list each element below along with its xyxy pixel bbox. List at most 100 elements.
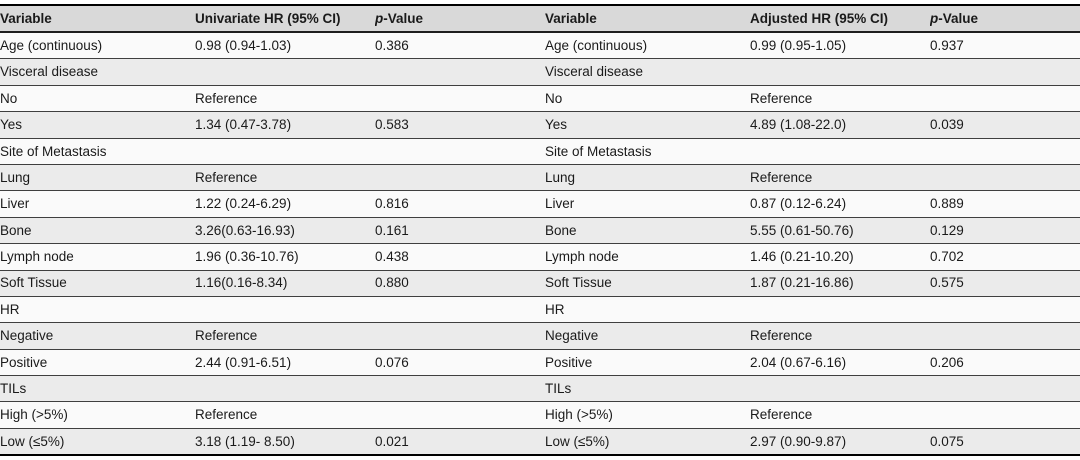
table-row: Visceral disease Visceral disease bbox=[0, 58, 1080, 86]
table-body: Age (continuous) 0.98 (0.94-1.03) 0.386 Age… bbox=[0, 32, 1080, 457]
cell-p-value bbox=[930, 375, 1080, 403]
cell-hr-ci bbox=[195, 138, 375, 165]
cell-hr-ci: 1.16(0.16-8.34) bbox=[195, 270, 375, 297]
cell-p-value bbox=[930, 85, 1080, 113]
cell-hr-ci: 3.18 (1.19- 8.50) bbox=[195, 428, 375, 457]
cell-hr-ci bbox=[750, 138, 930, 165]
cell-hr-ci: Reference bbox=[195, 401, 375, 429]
cell-variable: Liver bbox=[0, 190, 195, 218]
cell-p-value: 0.438 bbox=[375, 243, 545, 271]
table-row: Soft Tissue 1.16(0.16-8.34) 0.880 Soft Tiss… bbox=[0, 270, 1080, 297]
cell-p-value: 0.889 bbox=[930, 190, 1080, 218]
cell-variable: Liver bbox=[545, 190, 750, 218]
cell-variable: Age (continuous) bbox=[0, 32, 195, 60]
cell-p-value: 0.129 bbox=[930, 217, 1080, 245]
cell-hr-ci: 0.99 (0.95-1.05) bbox=[750, 32, 930, 60]
cell-variable: High (>5%) bbox=[0, 401, 195, 429]
cell-hr-ci: Reference bbox=[195, 164, 375, 192]
cell-hr-ci bbox=[195, 375, 375, 403]
col-header-adjusted-hr: Adjusted HR (95% CI) bbox=[750, 4, 930, 33]
table-row: Positive 2.44 (0.91-6.51) 0.076 Positive 2.0… bbox=[0, 349, 1080, 377]
cell-hr-ci: Reference bbox=[750, 164, 930, 192]
cell-variable: Positive bbox=[545, 349, 750, 377]
cell-variable: Soft Tissue bbox=[545, 270, 750, 297]
cell-p-value: 0.021 bbox=[375, 428, 545, 457]
cell-p-value bbox=[375, 58, 545, 86]
cell-hr-ci bbox=[750, 296, 930, 324]
col-header-variable-right: Variable bbox=[545, 4, 750, 33]
cell-hr-ci: 2.04 (0.67-6.16) bbox=[750, 349, 930, 377]
cell-variable: No bbox=[545, 85, 750, 113]
cell-variable: HR bbox=[545, 296, 750, 324]
table-row: Lung Reference Lung Reference bbox=[0, 164, 1080, 192]
cell-p-value bbox=[930, 164, 1080, 192]
cell-p-value bbox=[375, 164, 545, 192]
hazard-ratio-table: Variable Univariate HR (95% CI) p-Value … bbox=[0, 4, 1080, 457]
cell-variable: Positive bbox=[0, 349, 195, 377]
cell-hr-ci bbox=[750, 375, 930, 403]
cell-hr-ci: Reference bbox=[195, 322, 375, 350]
cell-hr-ci: 0.98 (0.94-1.03) bbox=[195, 32, 375, 60]
cell-hr-ci: 2.44 (0.91-6.51) bbox=[195, 349, 375, 377]
cell-variable: High (>5%) bbox=[545, 401, 750, 429]
cell-p-value bbox=[375, 296, 545, 324]
cell-variable: Bone bbox=[545, 217, 750, 245]
cell-variable: Lymph node bbox=[0, 243, 195, 271]
p-italic: p bbox=[375, 10, 384, 26]
cell-p-value bbox=[930, 401, 1080, 429]
cell-hr-ci: Reference bbox=[195, 85, 375, 113]
cell-p-value: 0.816 bbox=[375, 190, 545, 218]
table-row: Bone 3.26(0.63-16.93) 0.161 Bone 5.55 (0.61-… bbox=[0, 217, 1080, 245]
table-row: No Reference No Reference bbox=[0, 85, 1080, 113]
cell-variable: TILs bbox=[0, 375, 195, 403]
cell-p-value: 0.075 bbox=[930, 428, 1080, 457]
cell-variable: TILs bbox=[545, 375, 750, 403]
cell-p-value bbox=[930, 58, 1080, 86]
cell-variable: Low (≤5%) bbox=[545, 428, 750, 457]
table-header-row: Variable Univariate HR (95% CI) p-Value … bbox=[0, 4, 1080, 33]
cell-p-value: 0.880 bbox=[375, 270, 545, 297]
cell-hr-ci: 3.26(0.63-16.93) bbox=[195, 217, 375, 245]
cell-variable: Lymph node bbox=[545, 243, 750, 271]
cell-hr-ci: 4.89 (1.08-22.0) bbox=[750, 111, 930, 139]
cell-p-value: 0.386 bbox=[375, 32, 545, 60]
cell-hr-ci: 5.55 (0.61-50.76) bbox=[750, 217, 930, 245]
cell-variable: Age (continuous) bbox=[545, 32, 750, 60]
cell-variable: Yes bbox=[545, 111, 750, 139]
cell-p-value bbox=[375, 85, 545, 113]
table-row: Age (continuous) 0.98 (0.94-1.03) 0.386 Age… bbox=[0, 32, 1080, 60]
cell-variable: Visceral disease bbox=[545, 58, 750, 86]
table-row: High (>5%) Reference High (>5%) Reference bbox=[0, 401, 1080, 429]
cell-variable: Lung bbox=[545, 164, 750, 192]
cell-p-value bbox=[930, 296, 1080, 324]
table-row: Yes 1.34 (0.47-3.78) 0.583 Yes 4.89 (1.08-22… bbox=[0, 111, 1080, 139]
cell-p-value: 0.575 bbox=[930, 270, 1080, 297]
table-row: Site of Metastasis Site of Metastasis bbox=[0, 138, 1080, 165]
table-row: Lymph node 1.96 (0.36-10.76) 0.438 Lymph no… bbox=[0, 243, 1080, 271]
col-header-variable-left: Variable bbox=[0, 4, 195, 33]
table-row: Low (≤5%) 3.18 (1.19- 8.50) 0.021 Low (≤5%)… bbox=[0, 428, 1080, 457]
cell-variable: No bbox=[0, 85, 195, 113]
cell-hr-ci bbox=[195, 296, 375, 324]
cell-p-value: 0.206 bbox=[930, 349, 1080, 377]
cell-p-value bbox=[375, 322, 545, 350]
p-value-rest: -Value bbox=[383, 10, 424, 26]
col-header-p-value-right: p-Value bbox=[930, 4, 1080, 33]
cell-hr-ci bbox=[195, 58, 375, 86]
p-italic: p bbox=[930, 10, 939, 26]
cell-hr-ci: Reference bbox=[750, 85, 930, 113]
cell-hr-ci: 2.97 (0.90-9.87) bbox=[750, 428, 930, 457]
cell-hr-ci bbox=[750, 58, 930, 86]
cell-variable: Low (≤5%) bbox=[0, 428, 195, 457]
cell-p-value bbox=[930, 322, 1080, 350]
cell-p-value: 0.076 bbox=[375, 349, 545, 377]
cell-hr-ci: 1.96 (0.36-10.76) bbox=[195, 243, 375, 271]
cell-p-value: 0.039 bbox=[930, 111, 1080, 139]
cell-hr-ci: 1.46 (0.21-10.20) bbox=[750, 243, 930, 271]
cell-variable: Site of Metastasis bbox=[0, 138, 195, 165]
cell-p-value bbox=[375, 401, 545, 429]
cell-p-value: 0.702 bbox=[930, 243, 1080, 271]
table-row: TILs TILs bbox=[0, 375, 1080, 403]
cell-p-value: 0.937 bbox=[930, 32, 1080, 60]
